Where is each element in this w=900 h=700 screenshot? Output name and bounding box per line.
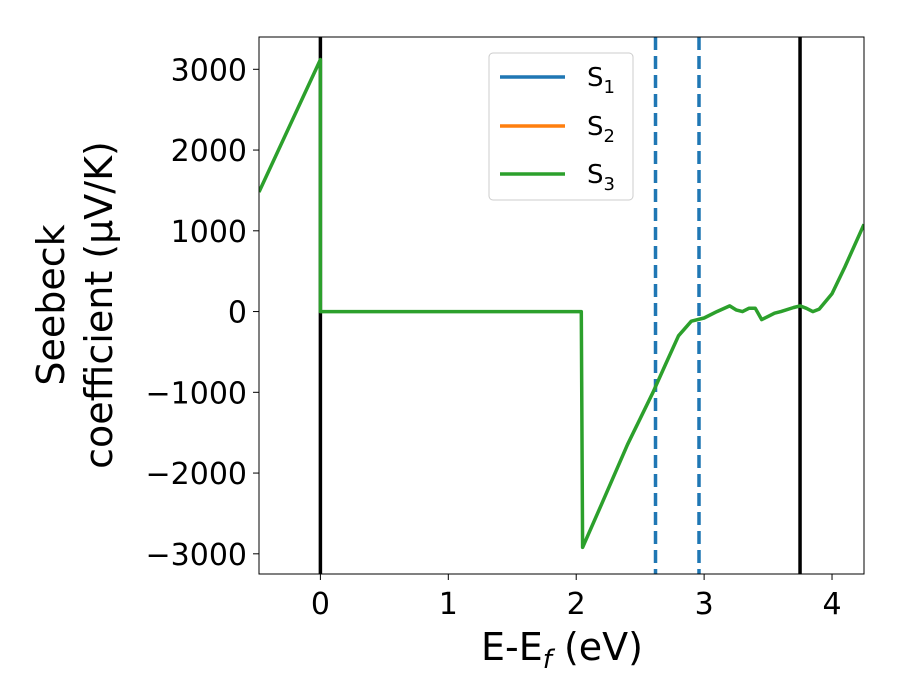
legend: S1 S2 S3 [488,52,634,201]
y-tick-label-4: −1000 [146,376,247,411]
y-axis-label-line1: Seebeck [29,224,73,385]
x-tick-label-4: 4 [822,587,841,622]
y-tick-label-2: 1000 [171,215,247,250]
x-axis-ticks: 0 1 2 3 4 [311,574,842,622]
y-tick-label-0: 3000 [171,53,247,88]
x-tick-label-0: 0 [311,587,330,622]
series-s3-line [259,57,864,550]
series-lines [259,57,864,550]
y-axis-label-line2: coefficient (μV/K) [77,141,121,469]
y-tick-label-5: −2000 [146,457,247,492]
legend-label-2: S2 [587,112,615,147]
y-tick-label-6: −3000 [146,538,247,573]
legend-label-1: S1 [587,63,615,98]
y-tick-label-1: 2000 [171,134,247,169]
legend-label-3: S3 [587,160,615,195]
plot-frame [258,36,865,575]
y-axis-ticks: 3000 2000 1000 0 −1000 −2000 −3000 [146,53,259,573]
x-tick-label-1: 1 [439,587,458,622]
x-axis-label-unit: (eV) [552,625,643,669]
y-axis-label: Seebeck coefficient (μV/K) [29,141,121,469]
x-axis-label: E-Ef (eV) [481,625,643,675]
x-tick-label-3: 3 [695,587,714,622]
y-tick-label-3: 0 [228,296,247,331]
x-tick-label-2: 2 [567,587,586,622]
